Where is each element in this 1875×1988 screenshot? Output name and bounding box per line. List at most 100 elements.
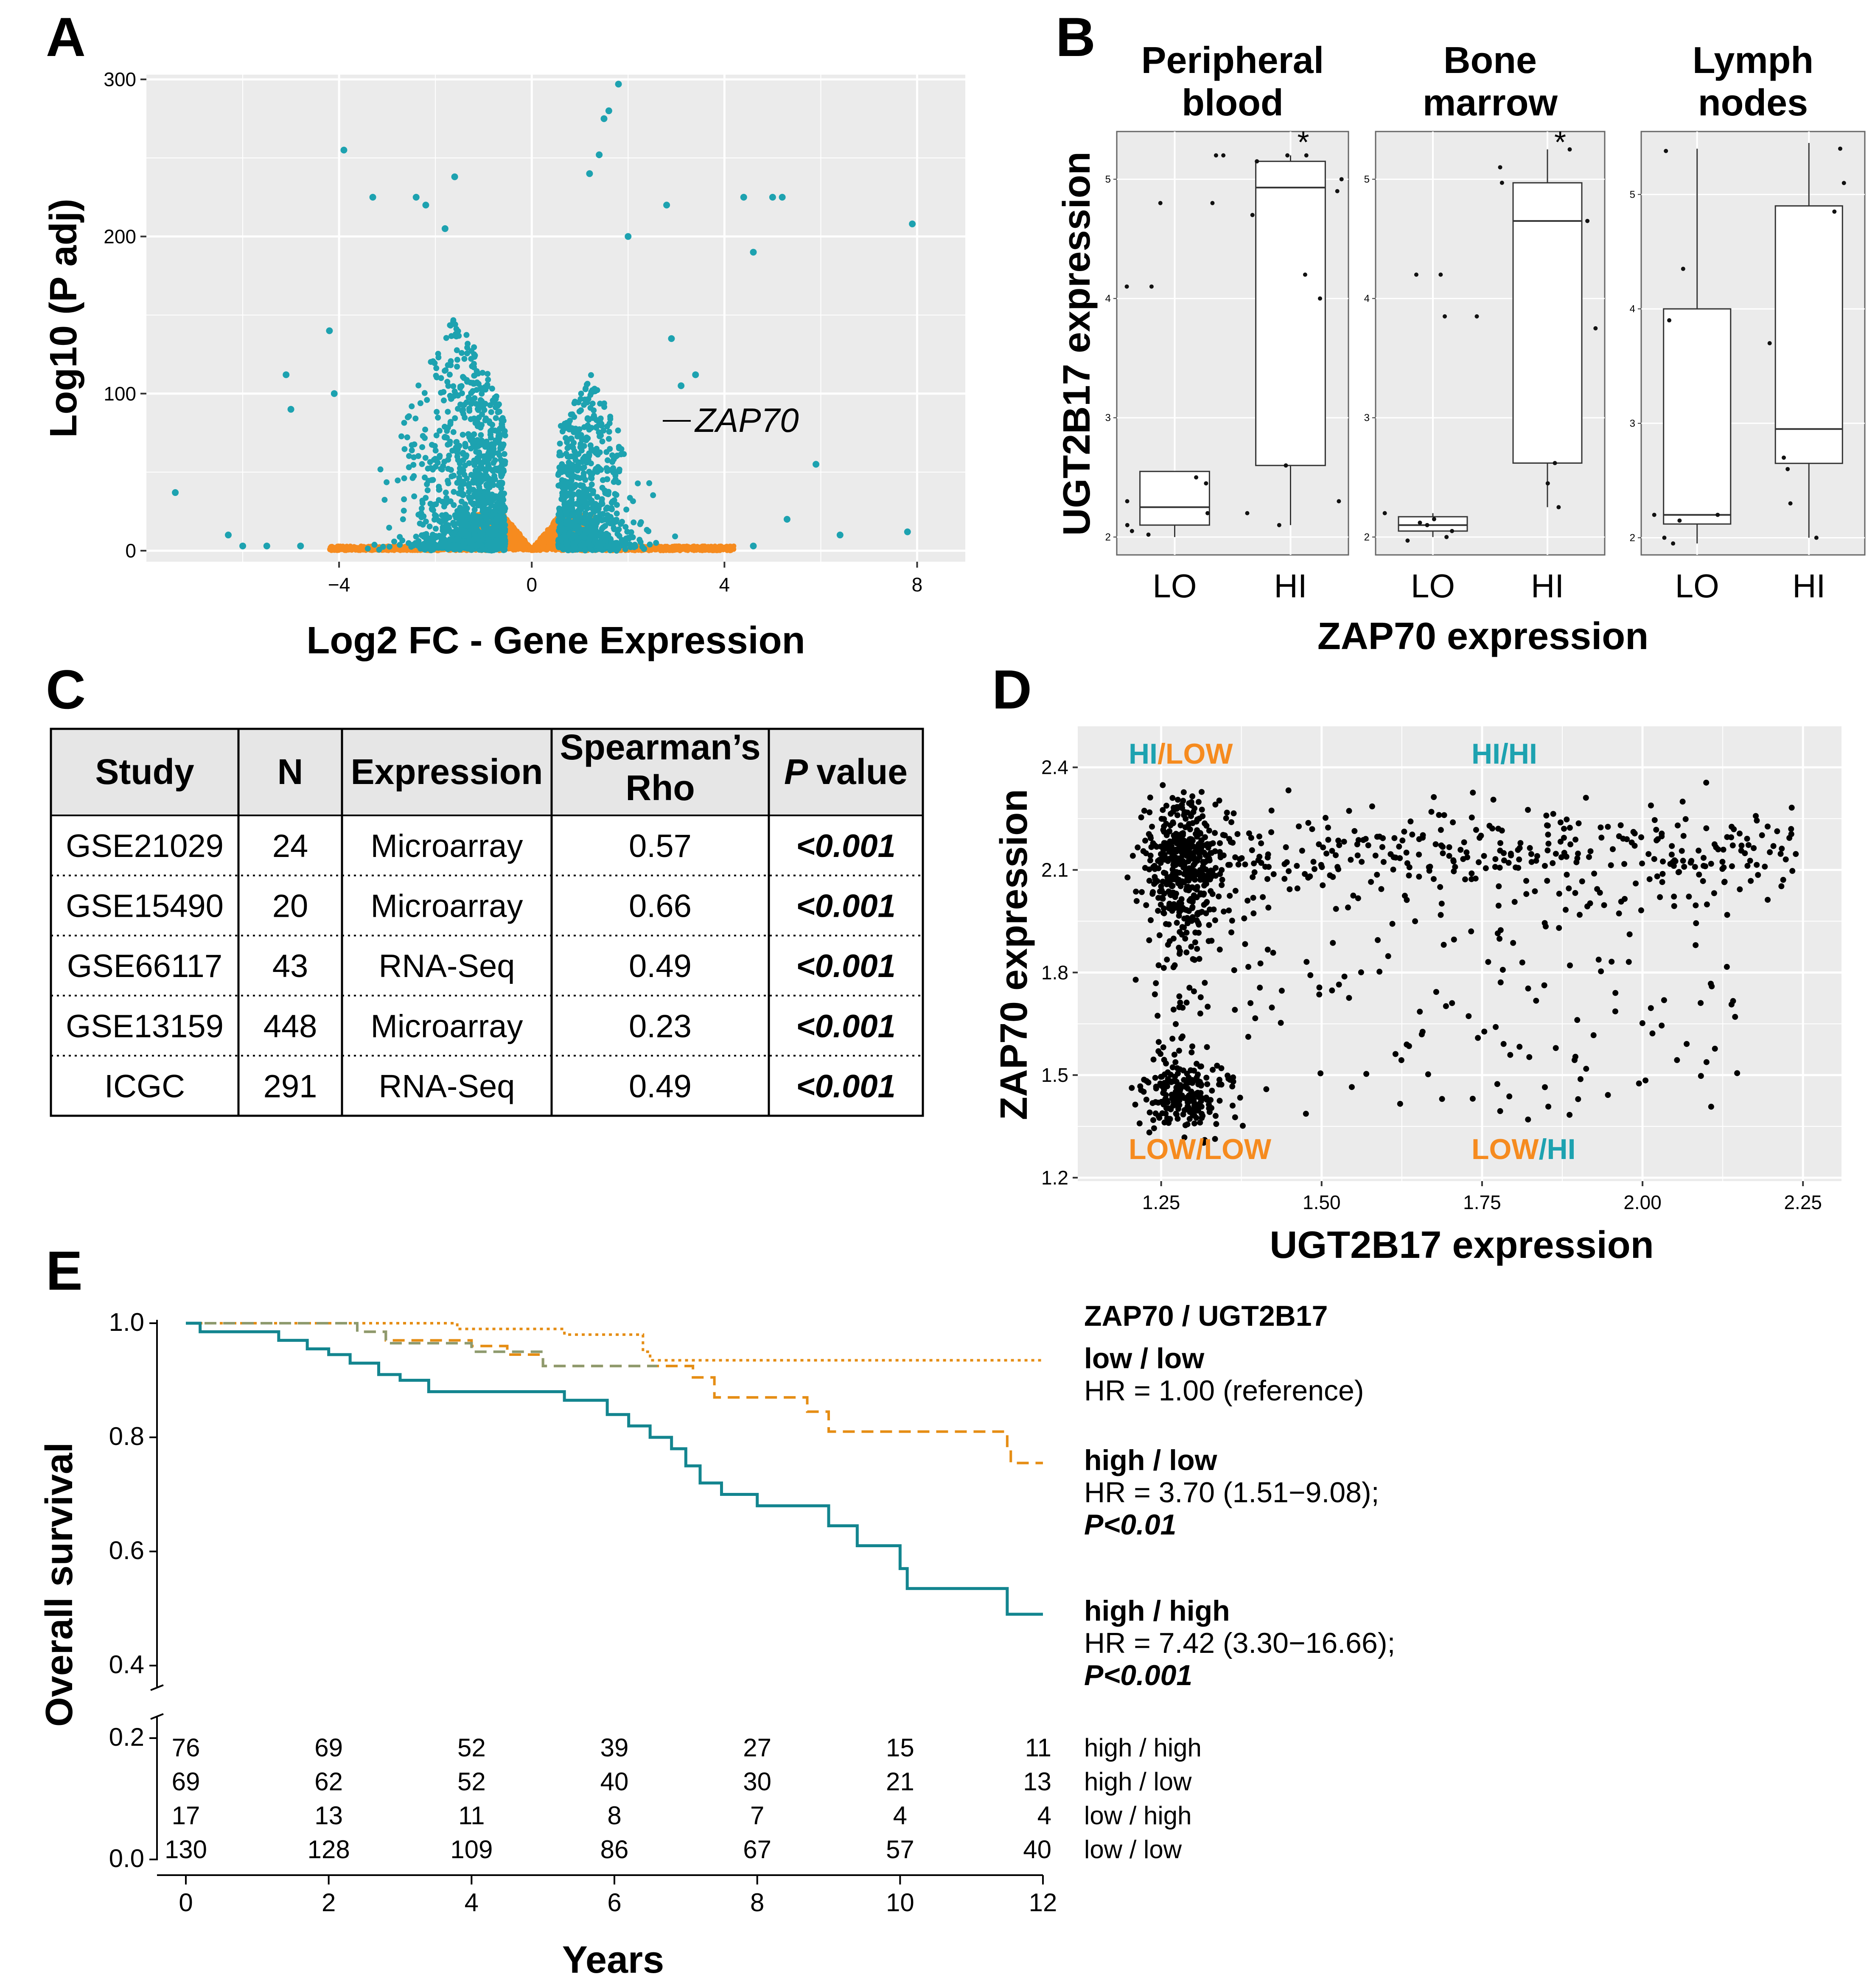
volcano-point-significant	[401, 475, 407, 482]
volcano-point-significant	[454, 392, 460, 398]
volcano-point-significant	[438, 375, 444, 381]
volcano-point-nonsignificant	[697, 546, 702, 552]
volcano-point-significant	[463, 332, 470, 338]
volcano-point-significant	[589, 400, 596, 407]
volcano-point-significant	[459, 390, 465, 397]
volcano-point-significant	[611, 497, 617, 504]
volcano-point-nonsignificant	[653, 547, 659, 553]
volcano-point-significant	[501, 451, 507, 457]
volcano-point-significant	[419, 444, 426, 450]
volcano-point-significant	[466, 406, 472, 412]
volcano-point-significant	[636, 537, 643, 543]
volcano-point-nonsignificant	[707, 547, 713, 553]
volcano-point-significant	[427, 459, 433, 465]
volcano-point-nonsignificant	[666, 545, 671, 550]
volcano-point-nonsignificant	[507, 535, 513, 540]
volcano-point-nonsignificant	[331, 546, 337, 551]
volcano-point-significant	[454, 357, 460, 363]
volcano-point-significant	[672, 533, 678, 540]
volcano-point-significant	[613, 492, 619, 498]
volcano-point-nonsignificant	[551, 519, 556, 525]
volcano-point-nonsignificant	[519, 545, 525, 551]
panel-letter-a: A	[46, 6, 86, 68]
volcano-point-significant	[411, 493, 418, 500]
volcano-point-significant	[443, 495, 450, 501]
volcano-points	[172, 81, 916, 554]
volcano-point-significant	[631, 519, 637, 526]
volcano-point-nonsignificant	[680, 544, 686, 549]
volcano-point-nonsignificant	[541, 534, 546, 539]
volcano-point-nonsignificant	[727, 546, 732, 552]
volcano-point-significant	[591, 407, 597, 414]
volcano-point-significant	[563, 435, 569, 441]
volcano-point-nonsignificant	[350, 546, 355, 552]
volcano-point-significant	[421, 390, 428, 396]
volcano-point-nonsignificant	[692, 546, 697, 552]
volcano-point-nonsignificant	[546, 544, 551, 550]
volcano-point-nonsignificant	[549, 527, 555, 533]
volcano-point-significant	[607, 414, 614, 420]
volcano-point-significant	[371, 542, 378, 548]
volcano-point-nonsignificant	[516, 535, 521, 540]
volcano-point-significant	[447, 392, 453, 399]
volcano-point-nonsignificant	[660, 547, 666, 553]
volcano-point-significant	[409, 447, 415, 454]
volcano-point-significant	[454, 364, 460, 370]
volcano-point-nonsignificant	[720, 547, 726, 552]
volcano-point-significant	[422, 426, 429, 433]
volcano-point-significant	[434, 409, 440, 415]
volcano-point-nonsignificant	[371, 547, 376, 553]
volcano-point-significant	[422, 435, 428, 441]
volcano-point-significant	[433, 432, 440, 439]
volcano-point-nonsignificant	[336, 547, 342, 552]
volcano-point-significant	[443, 490, 449, 496]
volcano-point-significant	[419, 461, 425, 467]
volcano-point-significant	[493, 415, 499, 421]
volcano-point-nonsignificant	[526, 543, 531, 548]
volcano-point-nonsignificant	[513, 547, 518, 553]
volcano-point-significant	[605, 436, 612, 442]
volcano-point-significant	[564, 445, 571, 451]
volcano-point-nonsignificant	[517, 540, 522, 546]
volcano-point-significant	[397, 542, 403, 548]
volcano-point-significant	[384, 479, 390, 485]
volcano-point-significant	[602, 490, 608, 496]
volcano-point-nonsignificant	[507, 521, 513, 526]
volcano-point-significant	[406, 464, 412, 470]
volcano-point-significant	[386, 543, 392, 550]
volcano-point-nonsignificant	[657, 544, 662, 549]
volcano-point-nonsignificant	[354, 545, 359, 550]
volcano-point-significant	[433, 365, 440, 371]
volcano-point-significant	[606, 428, 612, 435]
volcano-point-significant	[445, 383, 451, 389]
volcano-point-nonsignificant	[530, 545, 535, 551]
volcano-point-nonsignificant	[548, 536, 553, 542]
volcano-point-nonsignificant	[538, 540, 543, 546]
volcano-point-significant	[412, 415, 419, 422]
volcano-point-significant	[441, 397, 447, 403]
volcano-point-significant	[433, 372, 439, 379]
volcano-point-significant	[377, 466, 384, 473]
volcano-point-significant	[599, 438, 605, 445]
volcano-point-nonsignificant	[545, 529, 550, 534]
volcano-point-significant	[432, 526, 439, 532]
volcano-point-nonsignificant	[342, 548, 348, 553]
volcano-point-nonsignificant	[714, 547, 719, 553]
volcano-point-nonsignificant	[551, 541, 556, 546]
volcano-point-significant	[450, 383, 457, 389]
volcano-point-nonsignificant	[685, 547, 691, 553]
volcano-point-significant	[557, 440, 563, 447]
volcano-point-significant	[485, 376, 491, 383]
volcano-point-significant	[612, 518, 618, 525]
volcano-point-significant	[446, 452, 452, 459]
volcano-plot-area	[146, 75, 965, 562]
volcano-point-significant	[466, 489, 472, 495]
volcano-point-nonsignificant	[357, 548, 363, 553]
volcano-point-significant	[485, 371, 491, 377]
volcano-point-significant	[614, 510, 620, 517]
volcano-point-significant	[450, 429, 457, 435]
volcano-point-significant	[588, 372, 594, 378]
volcano-point-nonsignificant	[671, 546, 677, 552]
